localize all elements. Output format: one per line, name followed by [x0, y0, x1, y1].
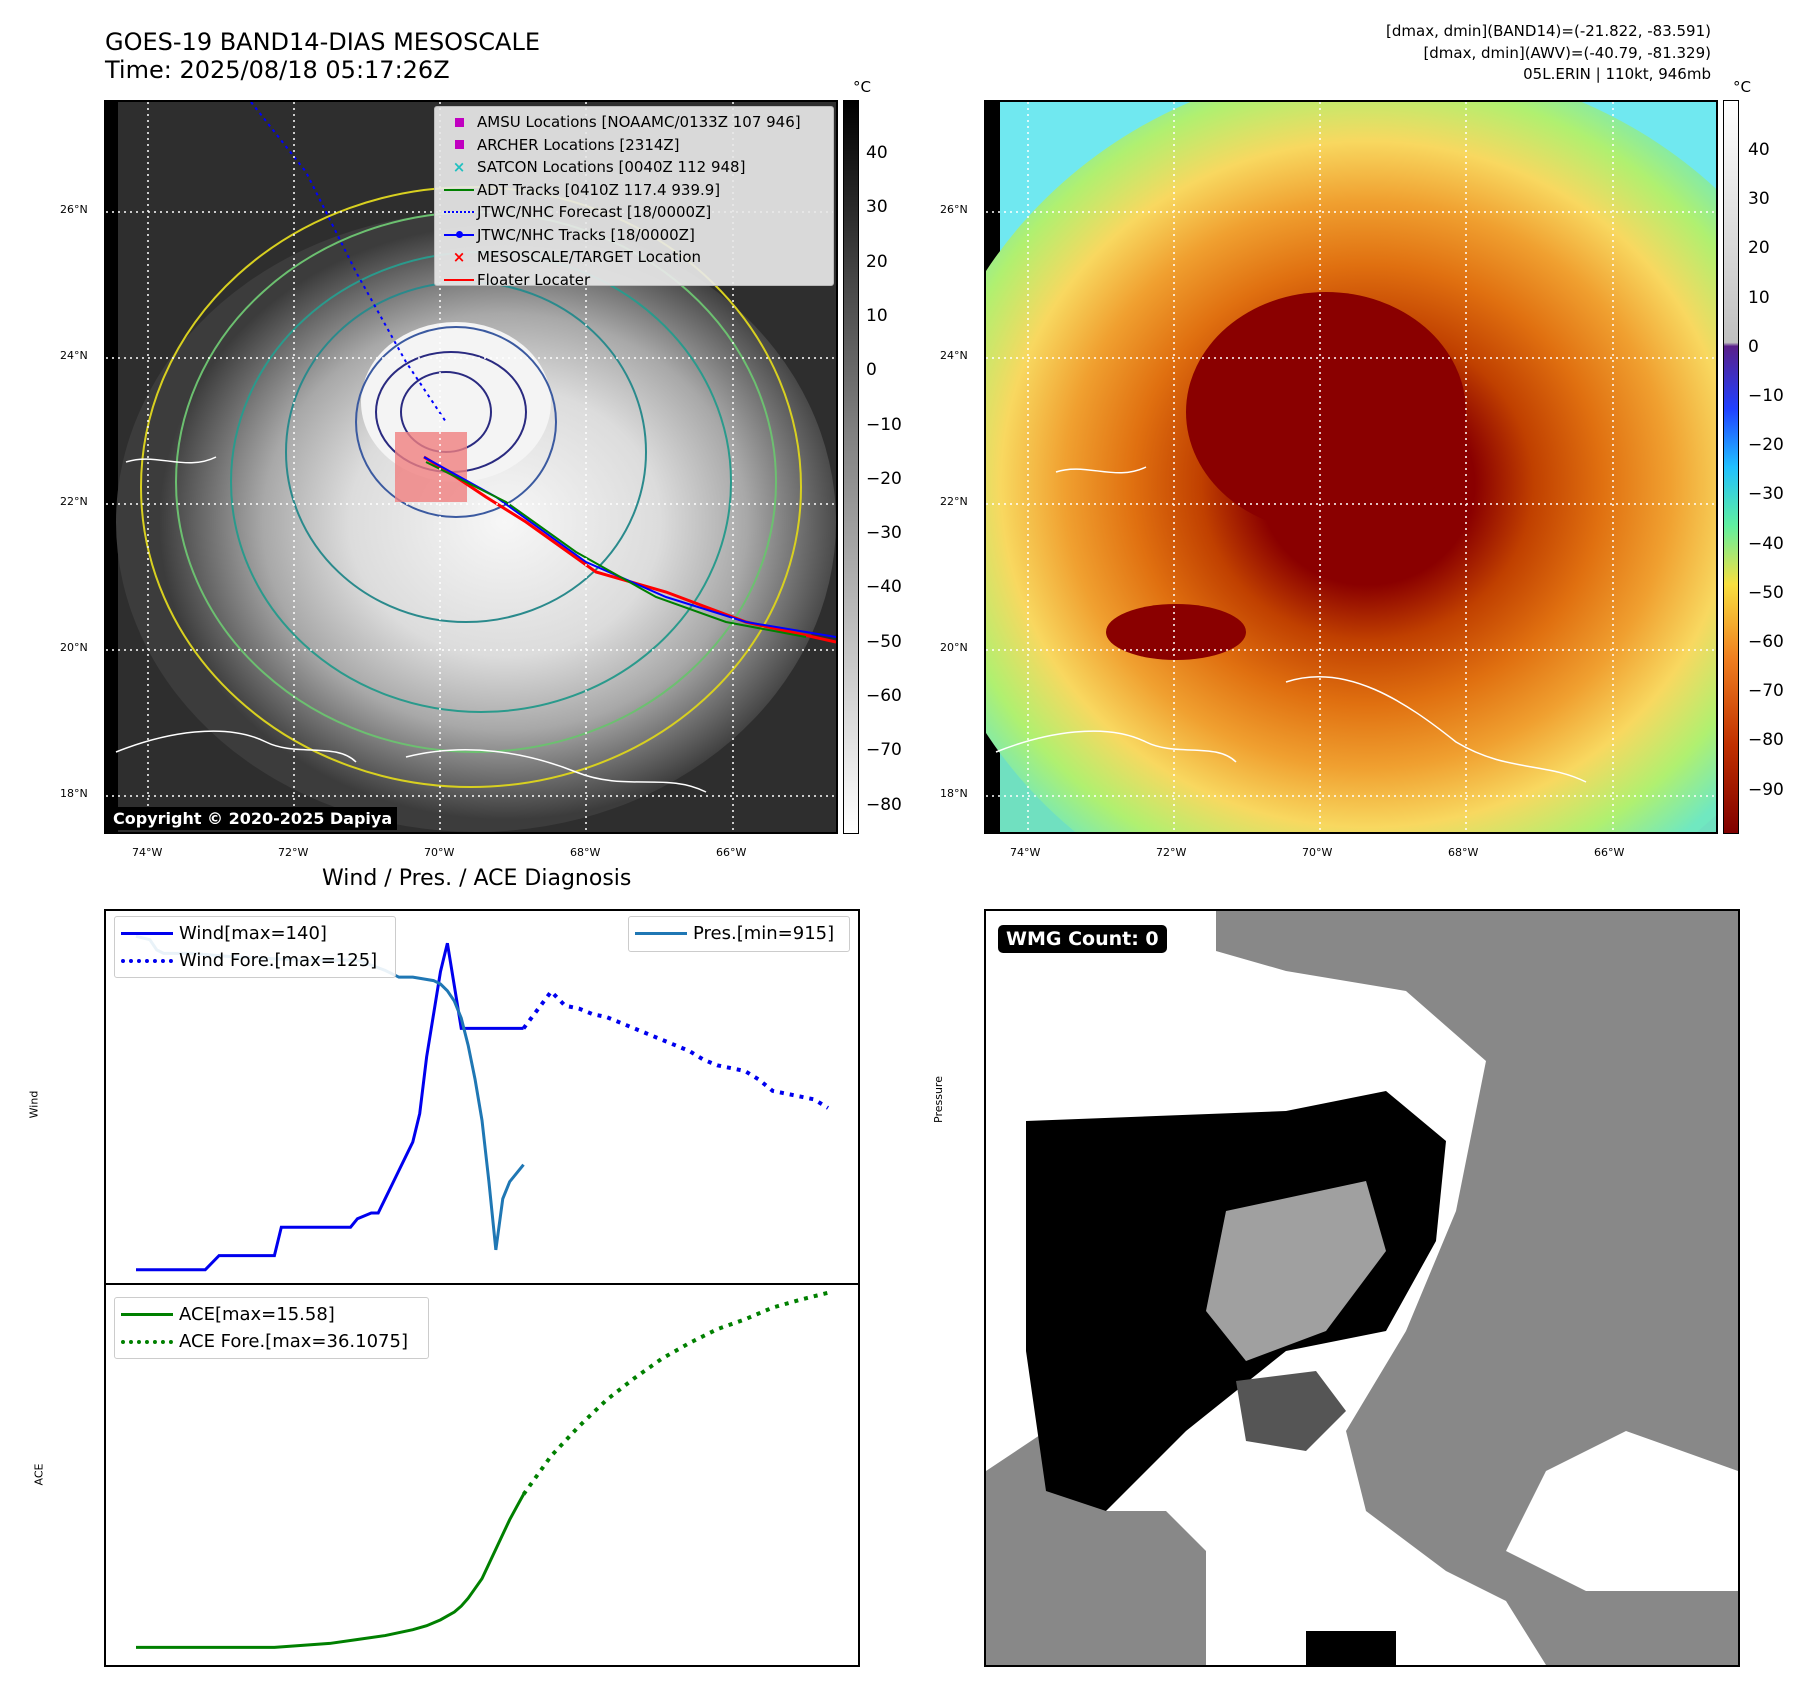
lon-label: 66°W	[1594, 846, 1625, 859]
ace-ylabel: ACE	[32, 1463, 46, 1486]
colorbar-tick-label: 20	[866, 251, 888, 272]
lon-label: 70°W	[1302, 846, 1333, 859]
diagnosis-svg: 2040608010012014092094096098010001020051…	[57, 903, 892, 1667]
info-line1: [dmax, dmin](BAND14)=(-21.822, -83.591)	[1386, 22, 1711, 40]
lat-label: 26°N	[60, 203, 88, 216]
colorbar-tick-label: −20	[1748, 435, 1784, 456]
title-line1: GOES-19 BAND14-DIAS MESOSCALE	[105, 28, 541, 56]
lat-label: 26°N	[940, 203, 968, 216]
colorbar-tick-label: −60	[866, 686, 902, 706]
colorbar-tick-label: −40	[1748, 533, 1784, 554]
colorbar-tick-label: −80	[1748, 730, 1784, 751]
lon-label: 66°W	[716, 846, 747, 859]
legend-item: ACE Fore.[max=36.1075]	[121, 1328, 422, 1355]
series-line-2	[135, 934, 525, 1251]
pressure-legend: Pres.[min=915]	[628, 916, 850, 952]
lat-label: 24°N	[60, 349, 88, 362]
colorbar-tick-label: 40	[1748, 140, 1770, 160]
colorbar-tick-label: 30	[866, 197, 888, 218]
legend-item: × SATCON Locations [0040Z 112 948]	[452, 158, 746, 177]
legend-item: JTWC/NHC Forecast [18/0000Z]	[441, 201, 827, 224]
legend-item: ARCHER Locations [2314Z]	[441, 134, 827, 157]
pressure-ylabel: Pressure	[931, 1076, 945, 1123]
ace-legend: ACE[max=15.58] ACE Fore.[max=36.1075]	[114, 1297, 429, 1359]
series-line-1	[521, 988, 830, 1110]
info-line3: 05L.ERIN | 110kt, 946mb	[1523, 65, 1711, 83]
colorbar-tick-label: 0	[866, 360, 877, 381]
lon-label: 74°W	[1010, 846, 1041, 859]
title-line2: Time: 2025/08/18 05:17:26Z	[105, 56, 450, 84]
colorbar-tick-label: −20	[866, 468, 902, 489]
colorbar-tick-label: −70	[866, 740, 902, 761]
map-legend: AMSU Locations [NOAAMC/0133Z 107 946] AR…	[434, 106, 834, 289]
wmg-panel: WMG Count: 0	[984, 909, 1740, 1667]
colorbar-right-unit: °C	[1733, 78, 1751, 96]
colorbar-tick-label: −50	[866, 631, 902, 652]
diagnosis-title: Wind / Pres. / ACE Diagnosis	[322, 866, 632, 891]
lon-label: 70°W	[424, 846, 455, 859]
band14-map-panel: AMSU Locations [NOAAMC/0133Z 107 946] AR…	[104, 100, 838, 834]
lat-label: 18°N	[60, 787, 88, 800]
colorbar-tick-label: −40	[866, 577, 902, 598]
series-line-3	[136, 1493, 525, 1649]
lon-label: 74°W	[132, 846, 163, 859]
diagnosis-chart: 2040608010012014092094096098010001020051…	[57, 903, 892, 1667]
legend-item: Floater Locater	[441, 269, 827, 292]
copyright-label: Copyright © 2020-2025 Dapiya	[108, 807, 398, 830]
colorbar-left	[843, 100, 859, 834]
colorbar-tick-label: 20	[1748, 238, 1770, 259]
series-line-4	[521, 1290, 829, 1496]
colorbar-tick-label: 40	[866, 143, 888, 163]
legend-item: Wind Fore.[max=125]	[121, 947, 389, 974]
lat-label: 22°N	[60, 495, 88, 508]
series-line-0	[136, 942, 524, 1272]
legend-item: Wind[max=140]	[121, 920, 389, 947]
colorbar-right	[1723, 100, 1739, 834]
legend-item: Pres.[min=915]	[635, 920, 843, 947]
legend-item: ADT Tracks [0410Z 117.4 939.9]	[441, 179, 827, 202]
legend-item: JTWC/NHC Tracks [18/0000Z]	[441, 224, 827, 247]
colorbar-tick-label: 10	[1748, 287, 1770, 308]
lat-label: 20°N	[940, 641, 968, 654]
colorbar-tick-label: −60	[1748, 632, 1784, 652]
colorbar-tick-label: −80	[866, 794, 902, 815]
colorbar-tick-label: −30	[1748, 484, 1784, 505]
lower-axes-frame	[104, 1283, 860, 1667]
legend-item: × MESOSCALE/TARGET Location	[452, 248, 702, 267]
lon-label: 72°W	[1156, 846, 1187, 859]
wind-ylabel: Wind	[27, 1090, 41, 1119]
colorbar-left-unit: °C	[853, 78, 871, 96]
colorbar-tick-label: −70	[1748, 681, 1784, 702]
lat-label: 22°N	[940, 495, 968, 508]
lat-label: 24°N	[940, 349, 968, 362]
lat-label: 18°N	[940, 787, 968, 800]
colorbar-tick-label: −30	[866, 523, 902, 544]
colorbar-tick-label: −10	[1748, 386, 1784, 406]
legend-item: ACE[max=15.58]	[121, 1301, 422, 1328]
lon-label: 68°W	[570, 846, 601, 859]
wmg-svg	[986, 911, 1738, 1665]
awv-map-panel	[984, 100, 1718, 834]
lon-label: 68°W	[1448, 846, 1479, 859]
colorbar-tick-label: 30	[1748, 189, 1770, 210]
lon-label: 72°W	[278, 846, 309, 859]
colorbar-tick-label: −10	[866, 414, 902, 435]
info-line2: [dmax, dmin](AWV)=(-40.79, -81.329)	[1423, 44, 1711, 62]
colorbar-tick-label: 0	[1748, 336, 1759, 357]
lat-label: 20°N	[60, 641, 88, 654]
colorbar-tick-label: −90	[1748, 779, 1784, 800]
wmg-count-badge: WMG Count: 0	[998, 925, 1167, 953]
awv-map-svg	[986, 102, 1716, 832]
legend-item: AMSU Locations [NOAAMC/0133Z 107 946]	[441, 111, 827, 134]
colorbar-tick-label: −50	[1748, 582, 1784, 603]
colorbar-tick-label: 10	[866, 305, 888, 326]
wind-legend: Wind[max=140] Wind Fore.[max=125]	[114, 916, 396, 978]
